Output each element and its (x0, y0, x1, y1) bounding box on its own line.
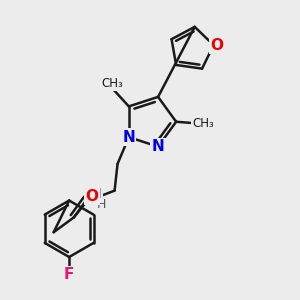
Text: O: O (85, 189, 98, 204)
Text: F: F (64, 267, 74, 282)
Text: H: H (97, 198, 106, 211)
Text: N: N (89, 188, 102, 203)
Text: O: O (210, 38, 223, 52)
Text: CH₃: CH₃ (192, 117, 214, 130)
Text: CH₃: CH₃ (102, 77, 123, 90)
Text: N: N (122, 130, 135, 145)
Text: N: N (152, 139, 164, 154)
